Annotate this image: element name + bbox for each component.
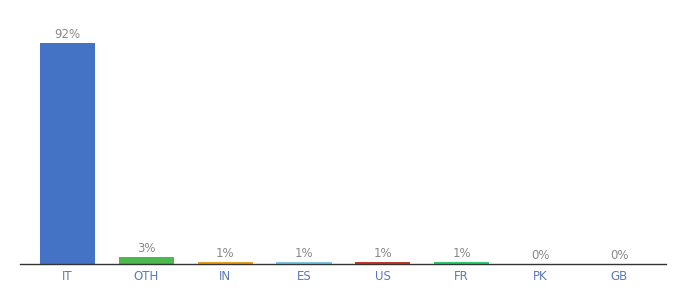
Text: 3%: 3% (137, 242, 156, 255)
Bar (277, 262, 332, 264)
Text: 1%: 1% (294, 247, 313, 260)
Bar (198, 262, 253, 264)
Bar (355, 262, 410, 264)
Text: 0%: 0% (610, 249, 628, 262)
Text: 0%: 0% (531, 249, 549, 262)
Text: 92%: 92% (54, 28, 81, 41)
Text: 1%: 1% (452, 247, 471, 260)
Bar (119, 257, 174, 264)
Bar (40, 43, 95, 264)
Bar (434, 262, 489, 264)
Text: 1%: 1% (216, 247, 235, 260)
Text: 1%: 1% (373, 247, 392, 260)
